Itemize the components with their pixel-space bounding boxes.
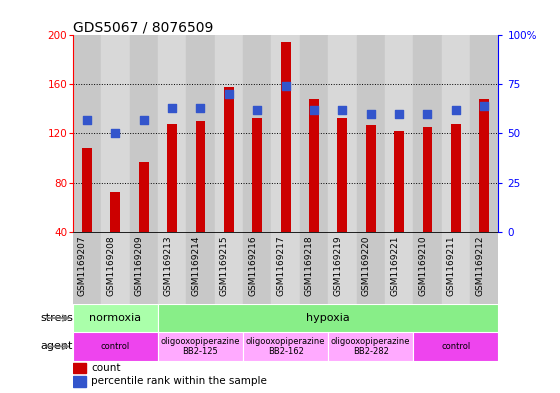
Bar bbox=[252, 118, 262, 231]
Bar bbox=[186, 231, 214, 304]
Text: percentile rank within the sample: percentile rank within the sample bbox=[91, 376, 267, 386]
Bar bbox=[110, 192, 120, 231]
Bar bbox=[73, 332, 158, 361]
Bar bbox=[158, 35, 186, 231]
Point bbox=[111, 130, 120, 137]
Bar bbox=[451, 124, 461, 231]
Bar bbox=[385, 35, 413, 231]
Text: GSM1169208: GSM1169208 bbox=[106, 235, 115, 296]
Text: GSM1169207: GSM1169207 bbox=[78, 235, 87, 296]
Bar bbox=[101, 35, 129, 231]
Bar bbox=[272, 231, 300, 304]
Point bbox=[423, 111, 432, 117]
Point bbox=[451, 107, 460, 113]
Text: GSM1169215: GSM1169215 bbox=[220, 235, 229, 296]
Bar bbox=[139, 162, 149, 231]
Point bbox=[281, 83, 290, 90]
Text: oligooxopiperazine
BB2-125: oligooxopiperazine BB2-125 bbox=[161, 337, 240, 356]
Bar bbox=[73, 304, 158, 332]
Point bbox=[253, 107, 262, 113]
Bar bbox=[281, 42, 291, 231]
Bar bbox=[82, 148, 92, 231]
Text: GSM1169219: GSM1169219 bbox=[333, 235, 342, 296]
Bar bbox=[300, 231, 328, 304]
Bar bbox=[243, 35, 272, 231]
Point bbox=[196, 105, 205, 111]
Bar bbox=[129, 231, 158, 304]
Bar bbox=[73, 231, 101, 304]
Bar bbox=[422, 127, 432, 231]
Bar bbox=[442, 231, 470, 304]
Bar bbox=[413, 231, 442, 304]
Text: GSM1169221: GSM1169221 bbox=[390, 235, 399, 296]
Point bbox=[366, 111, 375, 117]
Text: hypoxia: hypoxia bbox=[306, 313, 350, 323]
Point bbox=[167, 105, 176, 111]
Point bbox=[338, 107, 347, 113]
Text: GSM1169220: GSM1169220 bbox=[362, 235, 371, 296]
Bar bbox=[413, 35, 442, 231]
Point bbox=[225, 91, 234, 97]
Point bbox=[480, 103, 489, 109]
Bar bbox=[101, 231, 129, 304]
Bar bbox=[186, 35, 214, 231]
Bar bbox=[479, 99, 489, 231]
Bar bbox=[337, 118, 347, 231]
Point bbox=[82, 117, 91, 123]
Text: GSM1169212: GSM1169212 bbox=[475, 235, 484, 296]
Bar bbox=[442, 35, 470, 231]
Bar bbox=[214, 35, 243, 231]
Bar bbox=[272, 35, 300, 231]
Bar bbox=[158, 304, 498, 332]
Bar bbox=[224, 87, 234, 231]
Bar bbox=[357, 231, 385, 304]
Text: GDS5067 / 8076509: GDS5067 / 8076509 bbox=[73, 20, 213, 34]
Text: GSM1169213: GSM1169213 bbox=[163, 235, 172, 296]
Text: control: control bbox=[441, 342, 470, 351]
Text: agent: agent bbox=[40, 342, 73, 351]
Bar bbox=[470, 231, 498, 304]
Text: GSM1169209: GSM1169209 bbox=[135, 235, 144, 296]
Bar bbox=[357, 35, 385, 231]
Bar bbox=[158, 332, 243, 361]
Text: GSM1169218: GSM1169218 bbox=[305, 235, 314, 296]
Text: GSM1169217: GSM1169217 bbox=[277, 235, 286, 296]
Bar bbox=[328, 231, 357, 304]
Text: oligooxopiperazine
BB2-162: oligooxopiperazine BB2-162 bbox=[246, 337, 325, 356]
Bar bbox=[328, 35, 357, 231]
Bar bbox=[243, 332, 328, 361]
Bar bbox=[167, 124, 177, 231]
Point bbox=[310, 107, 319, 113]
Bar bbox=[385, 231, 413, 304]
Text: stress: stress bbox=[40, 313, 73, 323]
Text: GSM1169210: GSM1169210 bbox=[418, 235, 427, 296]
Text: oligooxopiperazine
BB2-282: oligooxopiperazine BB2-282 bbox=[331, 337, 410, 356]
Text: GSM1169214: GSM1169214 bbox=[192, 235, 200, 296]
Bar bbox=[300, 35, 328, 231]
Bar bbox=[366, 125, 376, 231]
Bar bbox=[328, 332, 413, 361]
Bar bbox=[195, 121, 206, 231]
Bar bbox=[129, 35, 158, 231]
Bar bbox=[73, 376, 86, 387]
Bar bbox=[413, 332, 498, 361]
Bar bbox=[73, 363, 86, 373]
Bar bbox=[470, 35, 498, 231]
Text: GSM1169216: GSM1169216 bbox=[248, 235, 257, 296]
Text: normoxia: normoxia bbox=[89, 313, 142, 323]
Bar bbox=[243, 231, 272, 304]
Bar bbox=[394, 131, 404, 231]
Text: control: control bbox=[101, 342, 130, 351]
Point bbox=[395, 111, 404, 117]
Bar bbox=[73, 35, 101, 231]
Bar bbox=[158, 231, 186, 304]
Bar bbox=[309, 99, 319, 231]
Bar bbox=[214, 231, 243, 304]
Point bbox=[139, 117, 148, 123]
Text: count: count bbox=[91, 363, 120, 373]
Text: GSM1169211: GSM1169211 bbox=[447, 235, 456, 296]
